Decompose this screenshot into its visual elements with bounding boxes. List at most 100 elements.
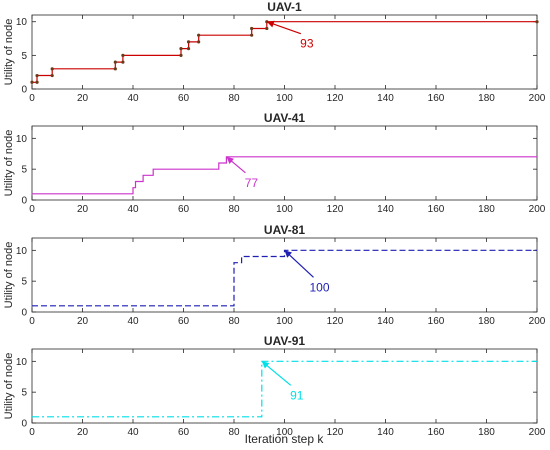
x-tick-label: 40 [127, 204, 139, 215]
series-line [32, 249, 537, 307]
x-tick-label: 140 [377, 427, 394, 438]
x-tick-label: 200 [529, 204, 546, 215]
plot-area [31, 237, 538, 313]
x-tick-label: 120 [327, 427, 344, 438]
series-marker [30, 80, 34, 84]
x-tick-label: 60 [178, 204, 190, 215]
y-tick-label: 10 [16, 17, 28, 28]
panel-title: UAV-41 [264, 111, 305, 125]
x-tick-label: 160 [428, 316, 445, 327]
series-line [32, 156, 537, 195]
x-tick-label: 100 [276, 427, 293, 438]
x-tick-label: 120 [327, 316, 344, 327]
x-tick-label: 180 [478, 93, 495, 104]
x-tick-label: 100 [276, 204, 293, 215]
series-marker [197, 33, 201, 37]
y-axis-label: Utility of node [3, 130, 15, 197]
x-tick-label: 20 [77, 204, 89, 215]
y-tick-label: 5 [21, 388, 27, 399]
panel-title: UAV-1 [267, 0, 302, 14]
annotation-arrowhead [266, 20, 275, 28]
y-axis-label: Utility of node [3, 19, 15, 86]
series-marker [121, 60, 125, 64]
series-marker [535, 20, 539, 24]
x-tick-label: 0 [29, 93, 35, 104]
panel-title: UAV-91 [264, 334, 305, 348]
x-tick-label: 80 [228, 316, 240, 327]
series-marker [179, 53, 183, 57]
x-tick-label: 200 [529, 427, 546, 438]
x-tick-label: 140 [377, 204, 394, 215]
annotation-arrowhead [284, 250, 292, 258]
series-marker [50, 67, 54, 71]
x-tick-label: 40 [127, 316, 139, 327]
series-marker [113, 67, 117, 71]
x-tick-label: 200 [529, 316, 546, 327]
series-marker [250, 26, 254, 31]
x-tick-label: 160 [428, 204, 445, 215]
series-marker [186, 40, 191, 44]
series-marker [179, 47, 183, 51]
series-marker [265, 26, 269, 31]
annotation-label: 100 [309, 280, 329, 294]
y-tick-label: 0 [21, 196, 27, 207]
y-tick-label: 10 [16, 246, 28, 257]
series-marker [186, 47, 191, 51]
series-marker [250, 33, 254, 37]
x-tick-label: 100 [276, 316, 293, 327]
y-tick-label: 0 [21, 308, 27, 319]
plot-area [31, 125, 538, 201]
x-tick-label: 60 [178, 93, 190, 104]
x-tick-label: 0 [29, 316, 35, 327]
y-tick-label: 0 [21, 85, 27, 96]
x-tick-label: 0 [29, 204, 35, 215]
x-tick-label: 200 [529, 93, 546, 104]
x-tick-label: 20 [77, 427, 89, 438]
x-tick-label: 180 [478, 204, 495, 215]
y-tick-label: 5 [21, 51, 27, 62]
annotation-arrowhead [261, 361, 270, 369]
x-tick-label: 20 [77, 93, 89, 104]
y-axis-label: Utility of node [3, 242, 15, 309]
y-tick-label: 5 [21, 277, 27, 288]
x-tick-label: 100 [276, 93, 293, 104]
x-tick-label: 20 [77, 316, 89, 327]
series-marker [121, 53, 125, 57]
x-tick-label: 80 [228, 427, 240, 438]
x-tick-label: 40 [127, 427, 139, 438]
annotation-label: 91 [290, 388, 304, 402]
x-tick-label: 180 [478, 316, 495, 327]
plot-area [31, 348, 538, 424]
x-tick-label: 160 [428, 93, 445, 104]
annotation-arrowhead [226, 156, 234, 164]
x-tick-label: 40 [127, 93, 139, 104]
x-tick-label: 160 [428, 427, 445, 438]
x-tick-label: 140 [377, 93, 394, 104]
panel-title: UAV-81 [264, 223, 305, 237]
x-tick-label: 180 [478, 427, 495, 438]
x-tick-label: 60 [178, 427, 190, 438]
y-tick-label: 0 [21, 419, 27, 430]
series-marker [35, 73, 39, 78]
y-tick-label: 10 [16, 357, 28, 368]
x-tick-label: 60 [178, 316, 190, 327]
x-tick-label: 80 [228, 204, 240, 215]
x-tick-label: 120 [327, 93, 344, 104]
x-tick-label: 120 [327, 204, 344, 215]
y-axis-label: Utility of node [3, 353, 15, 420]
series-marker [50, 73, 54, 78]
y-tick-label: 10 [16, 134, 28, 145]
x-tick-label: 140 [377, 316, 394, 327]
series-marker [113, 60, 117, 64]
series-marker [35, 80, 39, 84]
series-line [32, 360, 537, 418]
x-tick-label: 0 [29, 427, 35, 438]
series-marker [197, 40, 201, 44]
annotation-label: 93 [300, 37, 314, 51]
plot-area [31, 14, 538, 90]
